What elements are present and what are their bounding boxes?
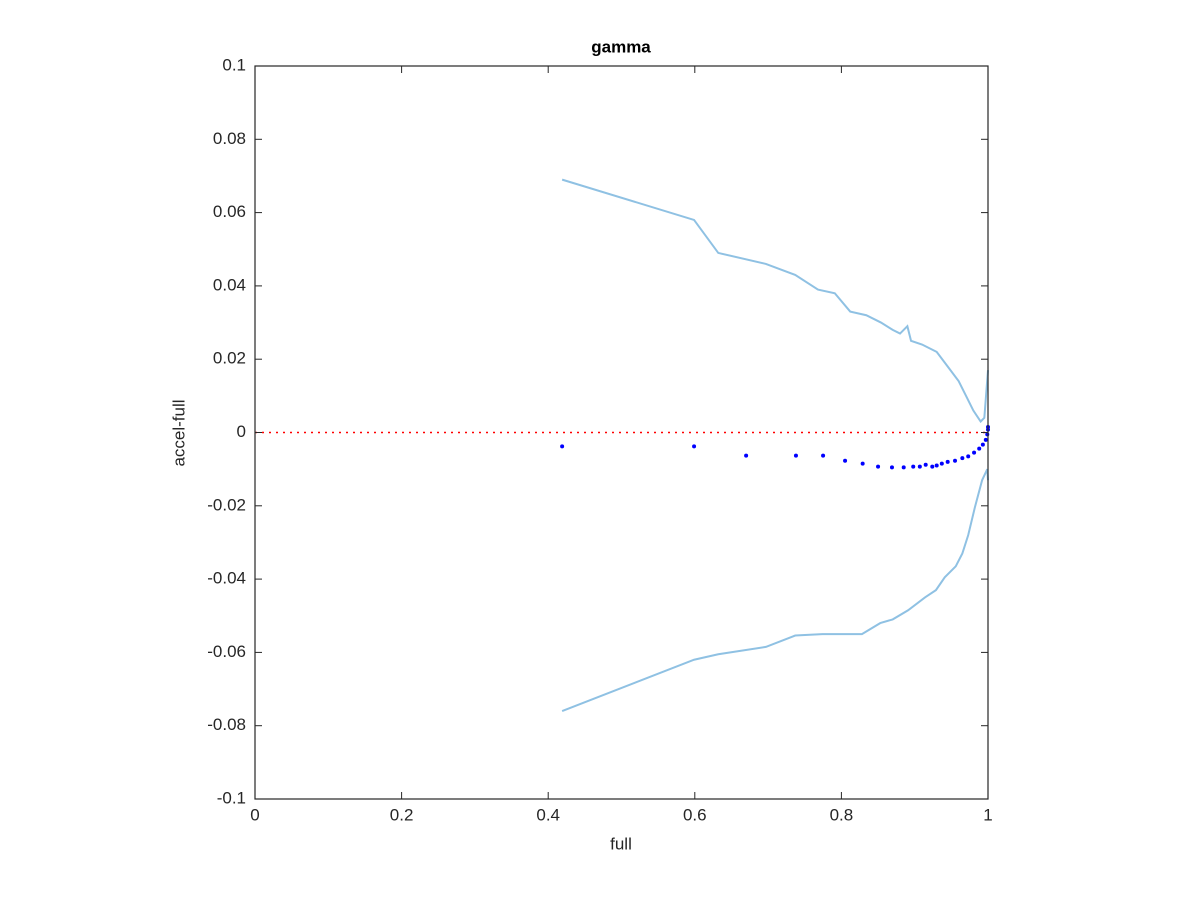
x-tick-label: 0 bbox=[250, 805, 259, 824]
data-point bbox=[983, 437, 988, 442]
x-tick-label: 0.2 bbox=[390, 805, 414, 824]
data-point bbox=[977, 446, 982, 451]
data-point bbox=[960, 456, 965, 461]
y-tick-label: 0.06 bbox=[213, 202, 246, 221]
x-tick-label: 0.4 bbox=[536, 805, 560, 824]
data-point bbox=[953, 458, 958, 463]
y-tick-label: 0.04 bbox=[213, 275, 246, 294]
y-tick-label: 0.08 bbox=[213, 129, 246, 148]
y-tick-label: -0.04 bbox=[207, 569, 246, 588]
y-tick-label: -0.1 bbox=[217, 788, 246, 807]
y-axis-label: accel-full bbox=[169, 399, 188, 466]
data-point bbox=[923, 462, 928, 467]
y-tick-label: 0.1 bbox=[222, 55, 246, 74]
data-point bbox=[692, 444, 697, 449]
data-point bbox=[934, 463, 939, 468]
data-point bbox=[876, 464, 881, 469]
data-point bbox=[843, 458, 848, 463]
data-point bbox=[930, 464, 935, 469]
data-point bbox=[939, 461, 944, 466]
data-point bbox=[966, 454, 971, 459]
data-point bbox=[917, 464, 922, 469]
data-point bbox=[972, 450, 977, 455]
data-point bbox=[860, 461, 865, 466]
data-point bbox=[901, 465, 906, 470]
y-tick-label: 0.02 bbox=[213, 349, 246, 368]
data-point bbox=[889, 465, 894, 470]
data-point bbox=[980, 442, 985, 447]
data-point bbox=[821, 453, 826, 458]
y-tick-label: -0.08 bbox=[207, 715, 246, 734]
x-axis-label: full bbox=[610, 834, 632, 853]
x-tick-label: 1 bbox=[983, 805, 992, 824]
x-tick-label: 0.8 bbox=[830, 805, 854, 824]
y-tick-label: -0.06 bbox=[207, 642, 246, 661]
series-line bbox=[561, 178, 989, 424]
y-tick-label: 0 bbox=[237, 422, 246, 441]
chart-title: gamma bbox=[591, 37, 651, 56]
series-line bbox=[561, 468, 989, 712]
data-point bbox=[911, 464, 916, 469]
y-tick-label: -0.02 bbox=[207, 495, 246, 514]
data-point bbox=[744, 453, 749, 458]
data-point bbox=[560, 444, 565, 449]
data-point bbox=[793, 453, 798, 458]
x-tick-label: 0.6 bbox=[683, 805, 707, 824]
data-point bbox=[945, 459, 950, 464]
